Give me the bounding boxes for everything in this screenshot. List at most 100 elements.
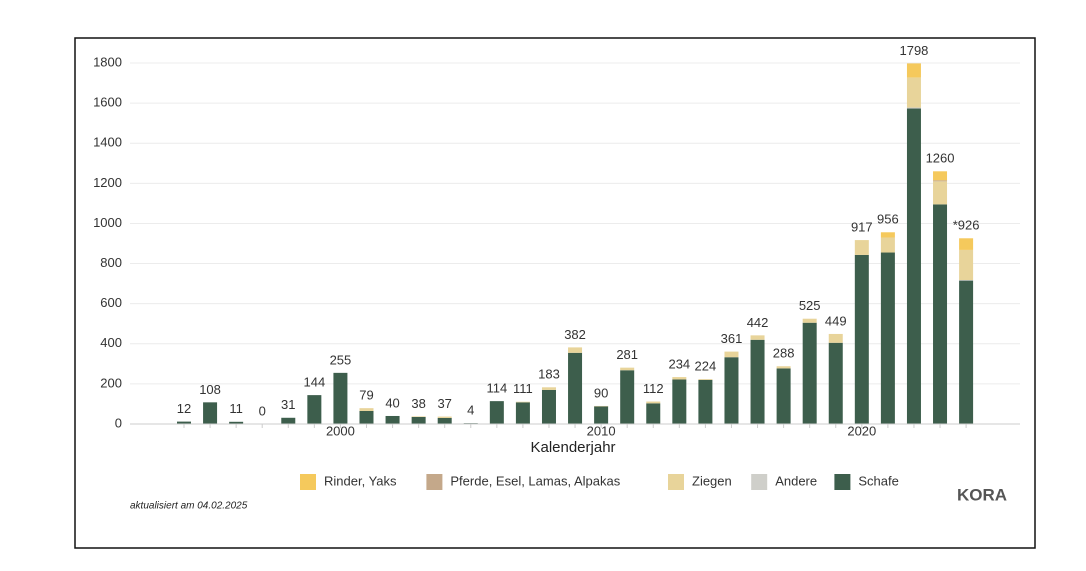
bar-segment [438,418,452,424]
legend-label: Pferde, Esel, Lamas, Alpakas [450,473,620,488]
total-label: 40 [385,395,399,410]
y-tick-label: 200 [100,375,122,390]
bar-segment [907,109,921,424]
bar-segment [933,181,947,204]
bar-segment [855,255,869,424]
total-label: 114 [486,381,507,396]
bar-segment [672,377,686,379]
y-tick-label: 400 [100,335,122,350]
total-label: 144 [303,375,325,390]
x-tick-label: 2000 [326,423,355,438]
y-tick-label: 600 [100,295,122,310]
legend-swatch [300,474,316,490]
bar-segment [959,280,973,281]
bar-segment [438,417,452,418]
bar-segment [203,402,217,424]
bar-segment [881,237,895,252]
note: aktualisiert am 04.02.2025 [130,501,248,512]
logo: KORA [957,485,1007,504]
bar-segment [698,379,712,380]
total-label: 108 [199,382,221,397]
bar-segment [829,334,843,343]
bar-segment [307,395,321,424]
bar-segment [933,171,947,180]
bar-segment [751,340,765,424]
bar-segment [516,402,530,403]
bar-segment [542,390,556,424]
bar-segment [620,368,634,371]
total-label: *926 [953,218,980,233]
total-label: 79 [359,388,373,403]
legend-label: Rinder, Yaks [324,473,397,488]
total-label: 224 [695,359,717,374]
bar-segment [933,204,947,424]
bar-segment [359,411,373,424]
bar-segment [412,417,426,424]
total-label: 281 [616,347,638,362]
bar-segment [281,418,295,424]
bar-segment [542,387,556,390]
legend-label: Schafe [858,473,898,488]
legend-swatch [668,474,684,490]
total-label: 288 [773,346,795,361]
total-label: 255 [330,352,352,367]
bar-segment [959,281,973,424]
bar-segment [333,373,347,424]
bar-segment [959,250,973,280]
total-label: 112 [643,381,664,396]
bar-segment [751,335,765,339]
legend-swatch [751,474,767,490]
legend-swatch [426,474,442,490]
total-label: 1260 [926,151,955,166]
y-tick-label: 1200 [93,175,122,190]
total-label: 442 [747,315,769,330]
total-label: 38 [411,396,425,411]
bar-segment [698,380,712,424]
total-label: 382 [564,327,586,342]
total-label: 111 [513,381,533,396]
bar-segment [777,366,791,368]
x-axis-label: Kalenderjahr [530,439,615,456]
total-label: 917 [851,220,873,235]
bar-segment [907,108,921,109]
bar-segment [933,180,947,181]
bar-segment [568,347,582,352]
bar-segment [568,353,582,424]
bar-segment [855,240,869,255]
bar-segment [724,357,738,424]
total-label: 361 [721,331,743,346]
legend-label: Ziegen [692,473,732,488]
x-tick-label: 2020 [847,423,876,438]
legend-swatch [834,474,850,490]
total-label: 449 [825,313,847,328]
bar-segment [620,370,634,424]
bar-segment [724,352,738,358]
bar-segment [386,416,400,424]
y-tick-label: 0 [115,415,122,430]
bar-segment [412,416,426,417]
total-label: 37 [437,396,451,411]
total-label: 0 [259,403,266,418]
bar-segment [646,403,660,424]
bar-segment [881,253,895,424]
total-label: 1798 [899,43,928,58]
bar-segment [490,401,504,424]
total-label: 234 [668,357,690,372]
bar-segment [803,323,817,424]
y-tick-label: 1400 [93,135,122,150]
bar-segment [959,238,973,250]
total-label: 31 [281,397,295,412]
total-label: 183 [538,367,560,382]
bar-segment [646,402,660,404]
total-label: 525 [799,298,821,313]
legend-label: Andere [775,473,817,488]
total-label: 11 [229,401,243,416]
total-label: 12 [177,401,191,416]
bar-segment [359,408,373,411]
bar-segment [803,319,817,323]
bar-segment [672,379,686,424]
y-tick-label: 1000 [93,215,122,230]
bar-segment [881,232,895,237]
total-label: 956 [877,212,899,227]
